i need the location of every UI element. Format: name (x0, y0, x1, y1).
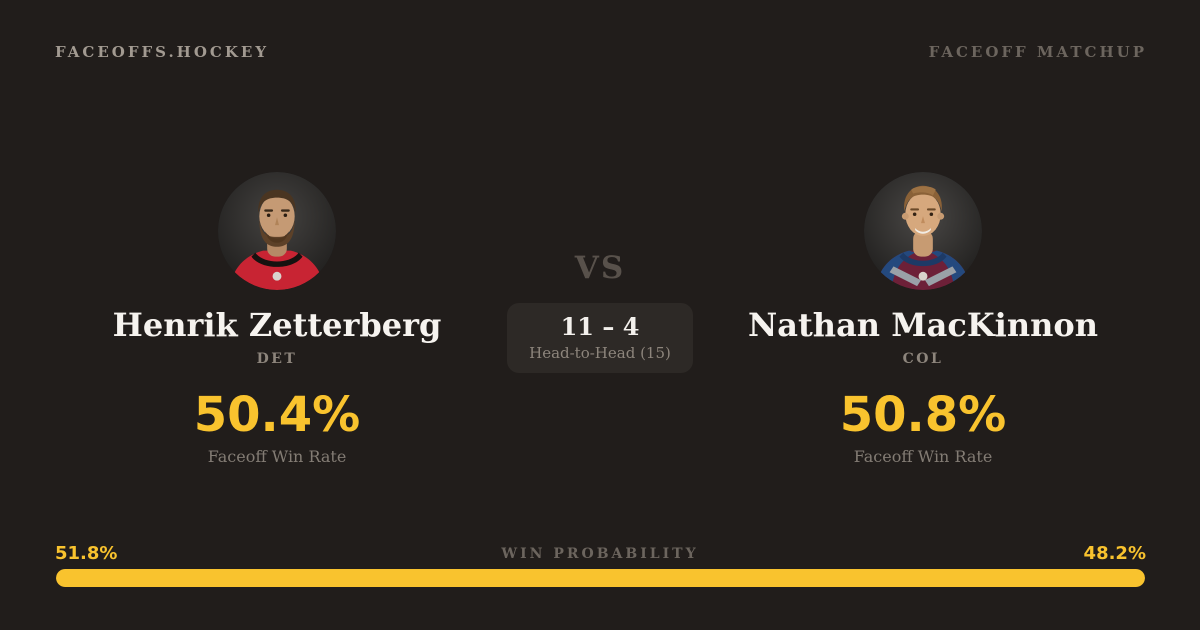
brand-logo-text: FACEOFFS.HOCKEY (55, 43, 270, 61)
head-to-head-label: Head-to-Head (15) (529, 344, 671, 362)
player-right-team: COL (902, 351, 944, 367)
win-probability-left-value: 51.8% (55, 543, 118, 564)
player-right-faceoff-win-rate: 50.8% (839, 387, 1007, 443)
win-probability-label: WIN PROBABILITY (501, 546, 699, 562)
player-right-name: Nathan MacKinnon (748, 306, 1098, 344)
head-to-head-card: 11 – 4 Head-to-Head (15) (507, 303, 693, 373)
matchup-center: VS 11 – 4 Head-to-Head (15) (450, 250, 750, 373)
win-probability-bar (56, 569, 1145, 587)
player-left-photo-illustration (218, 172, 336, 290)
player-left-faceoff-win-rate: 50.4% (193, 387, 361, 443)
player-left-avatar (218, 172, 336, 290)
page-title: FACEOFF MATCHUP (928, 43, 1147, 61)
vs-label: VS (574, 250, 626, 286)
win-probability-bar-fill (56, 569, 1145, 587)
player-card-left: Henrik Zetterberg DET 50.4% Faceoff Win … (77, 172, 477, 466)
player-right-stat-label: Faceoff Win Rate (853, 447, 993, 466)
win-probability-right-value: 48.2% (1083, 543, 1146, 564)
player-left-stat-label: Faceoff Win Rate (207, 447, 347, 466)
player-right-avatar (864, 172, 982, 290)
head-to-head-score: 11 – 4 (560, 312, 640, 341)
player-left-name: Henrik Zetterberg (112, 306, 442, 344)
player-card-right: Nathan MacKinnon COL 50.8% Faceoff Win R… (723, 172, 1123, 466)
player-left-team: DET (256, 351, 298, 367)
player-right-photo-illustration (864, 172, 982, 290)
